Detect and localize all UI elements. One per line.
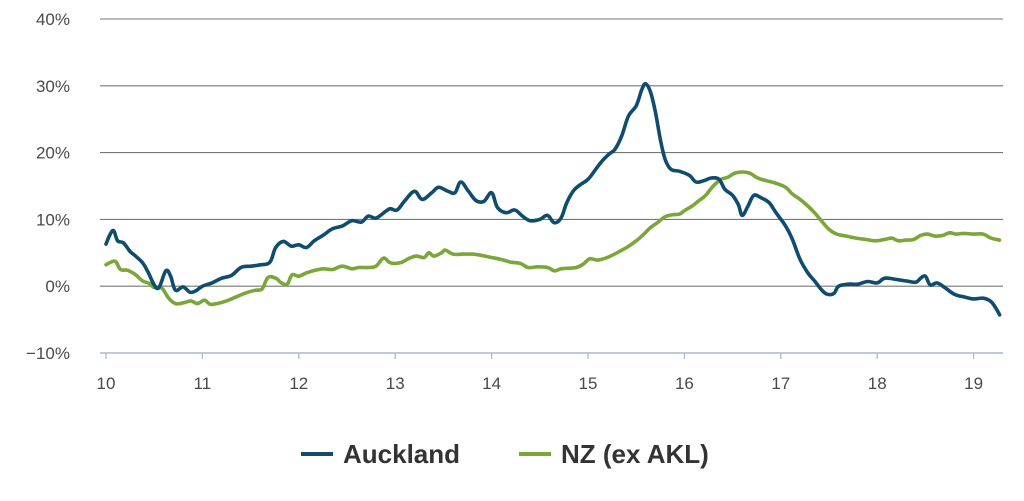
- x-tick-label: 17: [771, 374, 790, 393]
- y-tick-label: 0%: [45, 277, 70, 296]
- gridlines: [100, 18, 1003, 354]
- y-tick-label: 10%: [36, 210, 70, 229]
- axes: −10% 0% 10% 20% 30% 40% 10 11 12 13 14 15 16 17 18 19: [26, 10, 983, 393]
- series-lines: [104, 81, 1002, 317]
- y-tick-label: 30%: [36, 77, 70, 96]
- x-tick-label: 11: [194, 374, 212, 393]
- legend: Auckland NZ (ex AKL): [301, 439, 709, 469]
- x-tick-label: 18: [868, 374, 887, 393]
- x-tick-label: 10: [97, 374, 116, 393]
- x-tick-label: 14: [482, 374, 501, 393]
- legend-label: Auckland: [343, 439, 460, 469]
- series-line-nz-ex-akl: [104, 170, 1002, 307]
- y-tick-label: 20%: [36, 144, 70, 163]
- x-tick-label: 16: [675, 374, 694, 393]
- legend-label: NZ (ex AKL): [561, 439, 709, 469]
- series-line-auckland: [104, 81, 1002, 317]
- y-tick-label: −10%: [26, 344, 70, 363]
- x-tick-label: 15: [579, 374, 598, 393]
- x-tick-label: 12: [289, 374, 308, 393]
- x-tick-label: 13: [386, 374, 405, 393]
- x-tick-label: 19: [964, 374, 983, 393]
- y-tick-label: 40%: [36, 10, 70, 29]
